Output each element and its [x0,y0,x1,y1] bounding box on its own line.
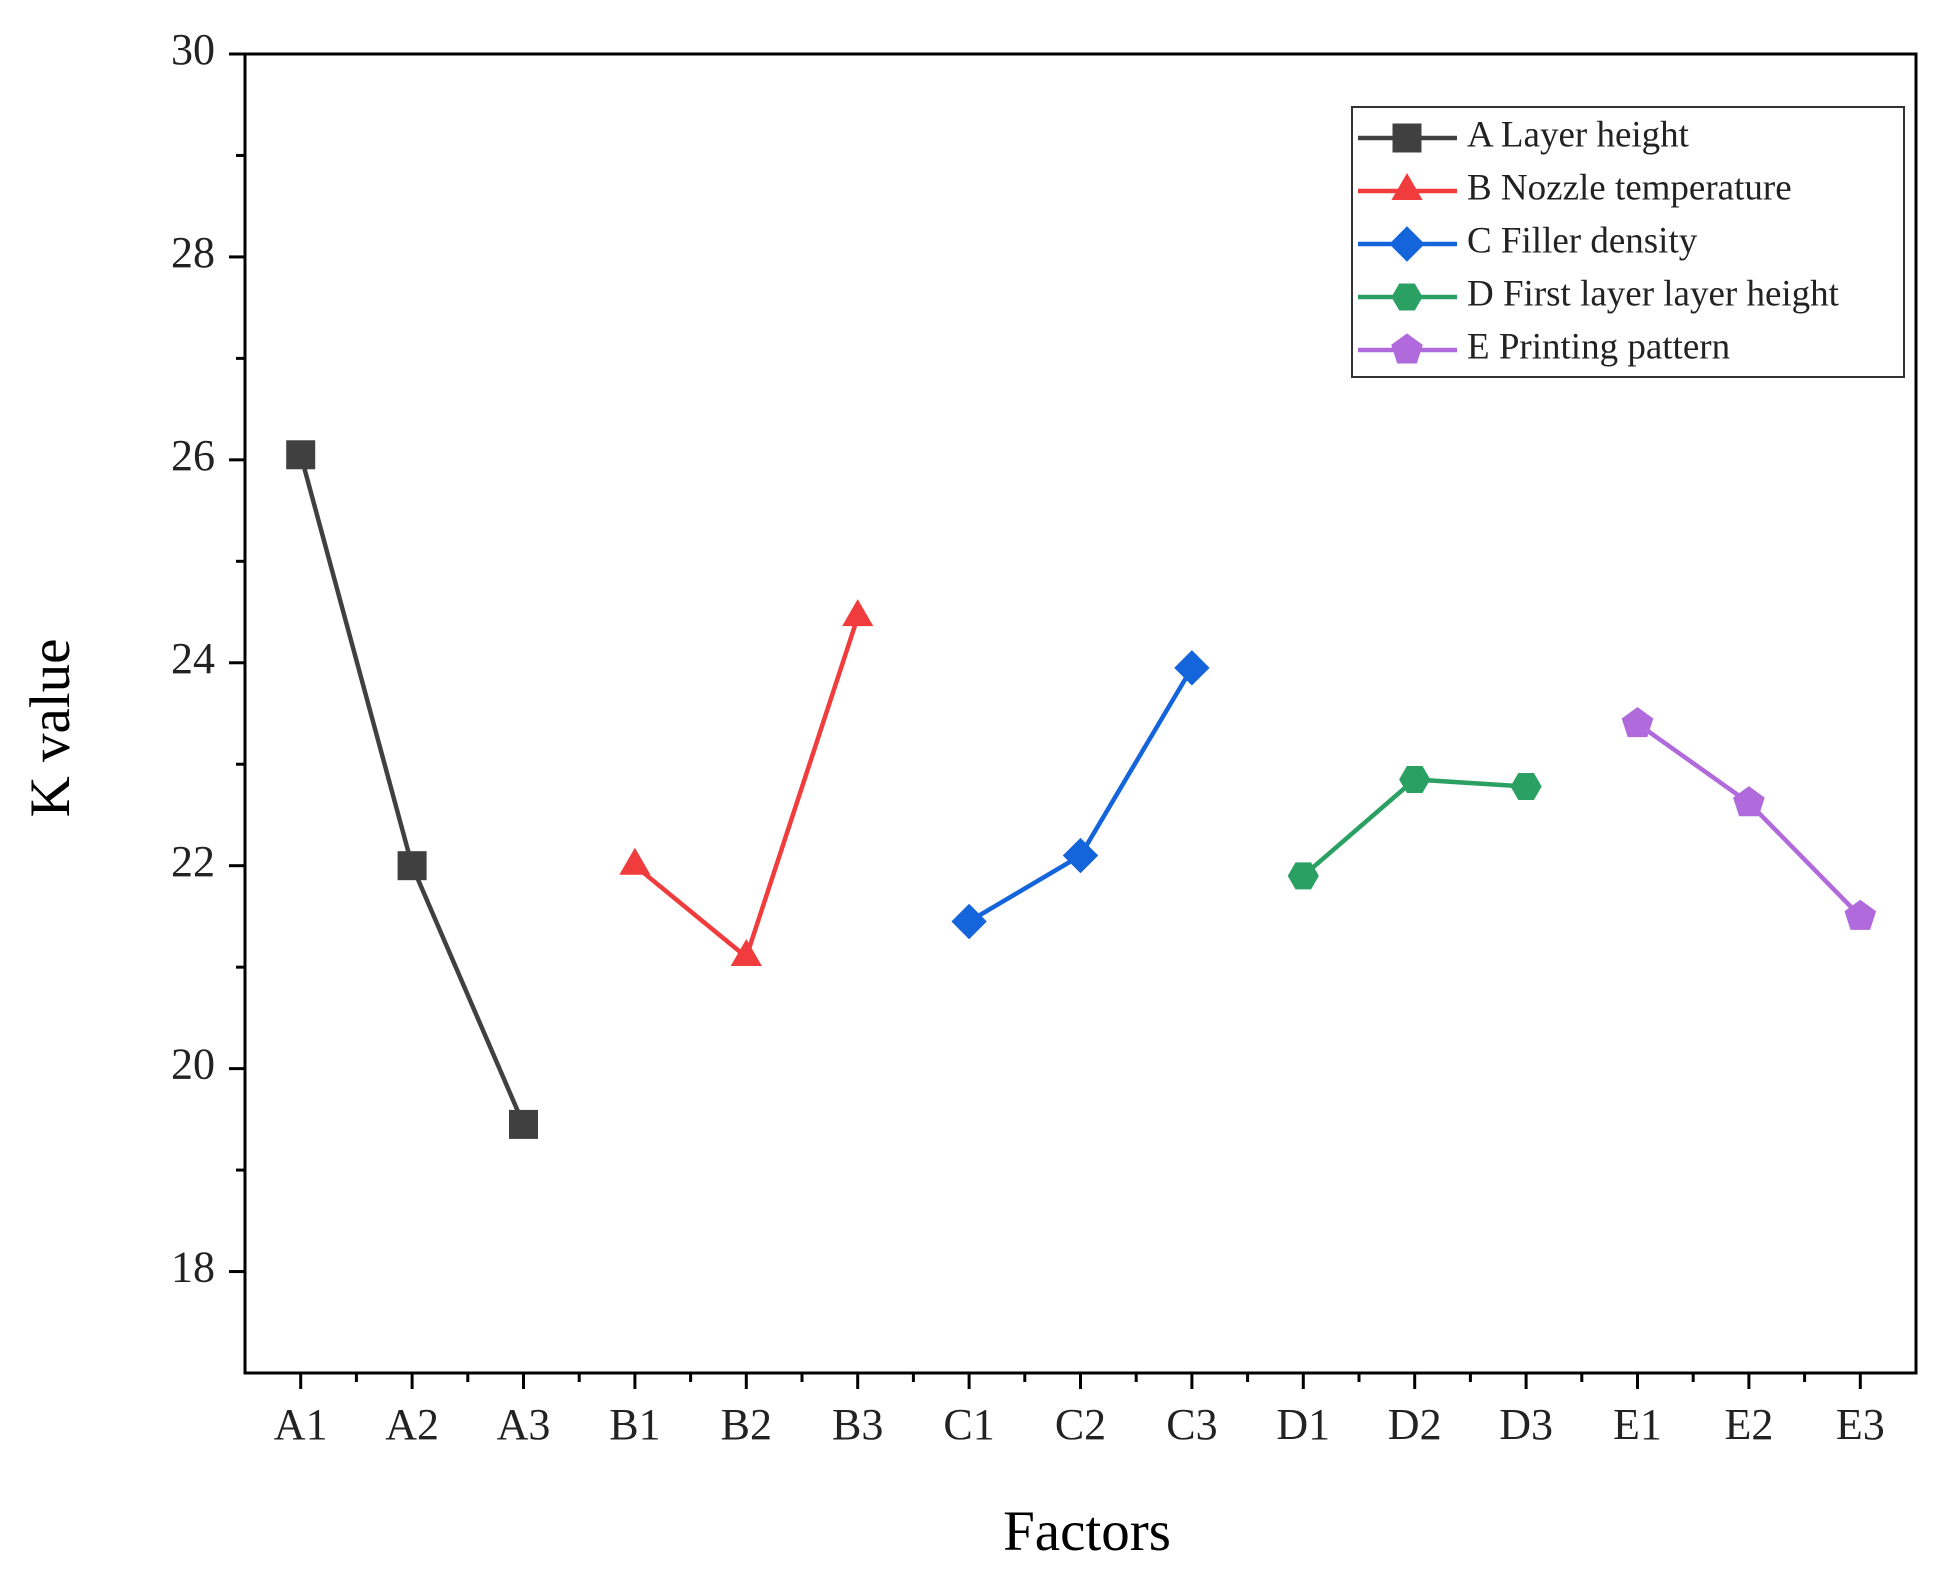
marker [1399,765,1431,793]
marker [1391,333,1423,364]
y-tick-label: 30 [171,25,215,74]
y-tick-label: 26 [171,431,215,480]
marker [1391,172,1423,200]
series-line [633,616,860,961]
plot-frame [243,52,1918,1375]
x-tick-label: B2 [721,1400,772,1449]
x-tick-label: C2 [1055,1400,1106,1449]
series-line [1636,721,1862,918]
marker [1392,123,1422,153]
legend-label: A Layer height [1467,114,1690,155]
x-tick-label: B1 [609,1400,660,1449]
marker [842,599,874,627]
x-tick-label: C1 [943,1400,994,1449]
marker [1733,786,1765,817]
x-tick-label: C3 [1166,1400,1217,1449]
y-tick-label: 24 [171,634,215,683]
x-tick-label: A3 [497,1400,551,1449]
x-tick-label: A2 [385,1400,439,1449]
marker [1287,862,1319,890]
x-tick-label: D3 [1499,1400,1553,1449]
x-axis-title: Factors [1003,1500,1171,1563]
y-tick-label: 20 [171,1040,215,1089]
marker [1621,707,1654,738]
marker [1391,283,1423,311]
marker [509,1109,538,1139]
series-line [1301,777,1527,878]
y-tick-label: 28 [171,228,215,277]
legend-label: D First layer layer height [1467,273,1840,314]
marker [1174,650,1210,686]
legend-label: C Filler density [1467,220,1698,261]
series-line [298,454,526,1126]
x-tick-label: D1 [1276,1400,1330,1449]
marker [619,847,651,875]
legend: A Layer height B Nozzle temperature C Fill… [1351,106,1905,378]
x-tick-label: E1 [1613,1400,1662,1449]
marker [397,851,427,881]
marker [730,939,762,967]
y-axis-title: K value [19,639,82,818]
series-line [967,666,1194,924]
legend-label: B Nozzle temperature [1467,167,1792,208]
x-tick-label: A1 [274,1400,328,1449]
x-tick-label: E3 [1836,1400,1885,1449]
marker [1510,773,1542,801]
marker [1389,226,1425,262]
y-tick-label: 22 [171,837,215,886]
legend-label: E Printing pattern [1467,326,1730,367]
marker [951,903,987,940]
x-tick-label: E2 [1724,1400,1773,1449]
x-tick-label: D2 [1388,1400,1442,1449]
marker [1844,899,1877,930]
marker [286,440,316,470]
y-tick-label: 18 [171,1243,215,1292]
marker [1062,837,1099,874]
x-tick-label: B3 [832,1400,883,1449]
